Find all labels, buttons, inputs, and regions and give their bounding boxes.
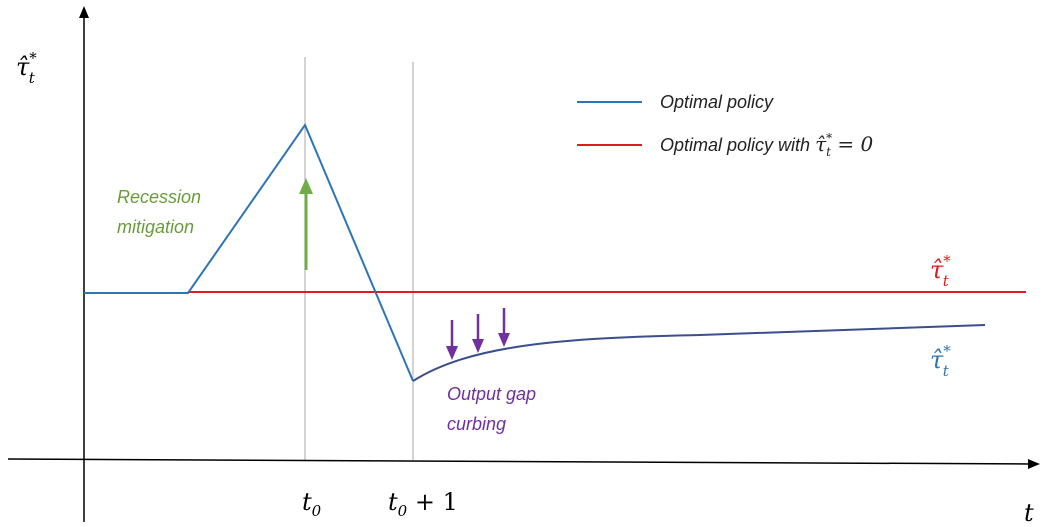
recession-mitigation-label-2: mitigation — [117, 217, 194, 237]
x-axis-arrowhead — [1028, 459, 1040, 469]
recession-mitigation-label: Recession — [117, 187, 201, 207]
recession-line2: mitigation — [117, 217, 194, 237]
output-gap-line1: Output gap — [447, 384, 536, 404]
green-arrow-head — [299, 178, 313, 194]
x-axis-label: t — [1024, 499, 1034, 527]
purple-arrows — [446, 308, 510, 360]
legend: Optimal policy Optimal policy with τ̂* t … — [577, 92, 873, 159]
blue-curve-label: τ̂* t — [930, 342, 951, 380]
output-gap-label: Output gap — [447, 384, 536, 404]
optimal-policy-line — [84, 122, 414, 382]
x-tick-t0: t0 — [302, 488, 322, 520]
output-gap-label-2: curbing — [447, 414, 506, 434]
y-axis-arrowhead — [79, 6, 89, 18]
x-tick-t0-plus-1: t0 + 1 — [388, 488, 458, 520]
red-line-label: τ̂* t — [930, 252, 951, 290]
x-axis — [7, 458, 1031, 465]
recession-line1: Recession — [117, 187, 201, 207]
y-axis-label: τ̂* t — [16, 49, 37, 87]
output-gap-line2: curbing — [447, 414, 506, 434]
legend-label-optimal-policy: Optimal policy — [660, 92, 774, 112]
optimal-policy-recovery-curve — [412, 324, 986, 382]
legend-label-zero-policy: Optimal policy with τ̂* t = 0 — [660, 131, 873, 159]
